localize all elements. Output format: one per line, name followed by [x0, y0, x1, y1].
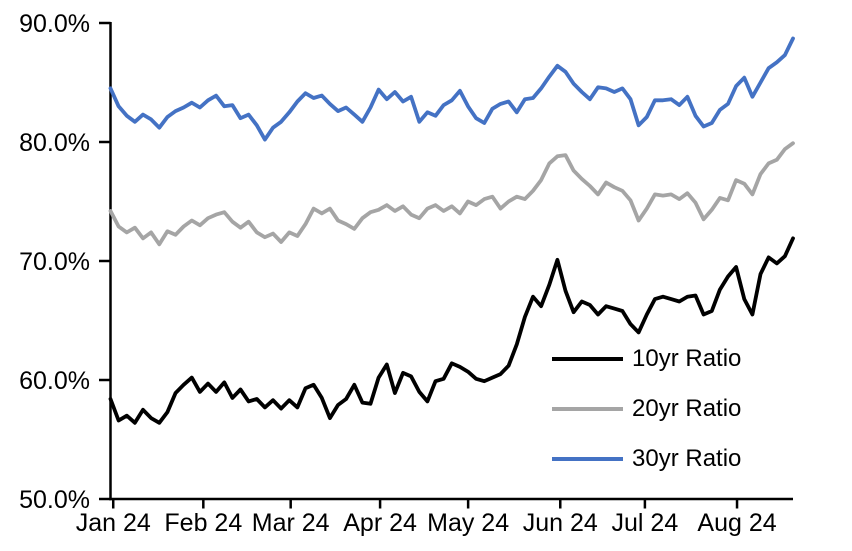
x-axis-tick-label: Jun 24 [523, 509, 598, 537]
legend-swatch-10yr-line [552, 357, 623, 361]
y-axis-tick-label: 60.0% [19, 367, 90, 395]
series-line-20yr-ratio [108, 141, 795, 247]
legend-item-30yr-ratio: 30yr Ratio [552, 434, 741, 484]
x-axis-tick-label: May 24 [427, 509, 509, 537]
x-axis-tick-label: Mar 24 [252, 509, 330, 537]
legend-label-20yr: 20yr Ratio [632, 395, 742, 422]
series-line-30yr-ratio [108, 36, 795, 142]
legend-label-30yr: 30yr Ratio [632, 445, 742, 472]
x-axis-tick-label: Jan 24 [76, 509, 151, 537]
y-axis-tick-label: 70.0% [19, 248, 90, 276]
y-axis-tick-label: 90.0% [19, 10, 90, 38]
series-line-10yr-ratio [108, 236, 795, 425]
x-axis-tick-label: Feb 24 [164, 509, 242, 537]
y-axis-tick-label: 50.0% [19, 486, 90, 514]
x-axis-tick-label: Aug 24 [697, 509, 776, 537]
legend-swatch-30yr-line [552, 457, 623, 461]
x-axis-tick-label: Jul 24 [612, 509, 679, 537]
legend-swatch-20yr-line [552, 407, 623, 411]
legend-item-20yr-ratio: 20yr Ratio [552, 384, 741, 434]
y-axis-tick-label: 80.0% [19, 129, 90, 157]
legend-item-10yr-ratio: 10yr Ratio [552, 334, 741, 384]
x-axis-tick-label: Apr 24 [343, 509, 417, 537]
legend-label-10yr: 10yr Ratio [632, 345, 742, 372]
chart-legend: 10yr Ratio 20yr Ratio 30yr Ratio [552, 334, 741, 484]
